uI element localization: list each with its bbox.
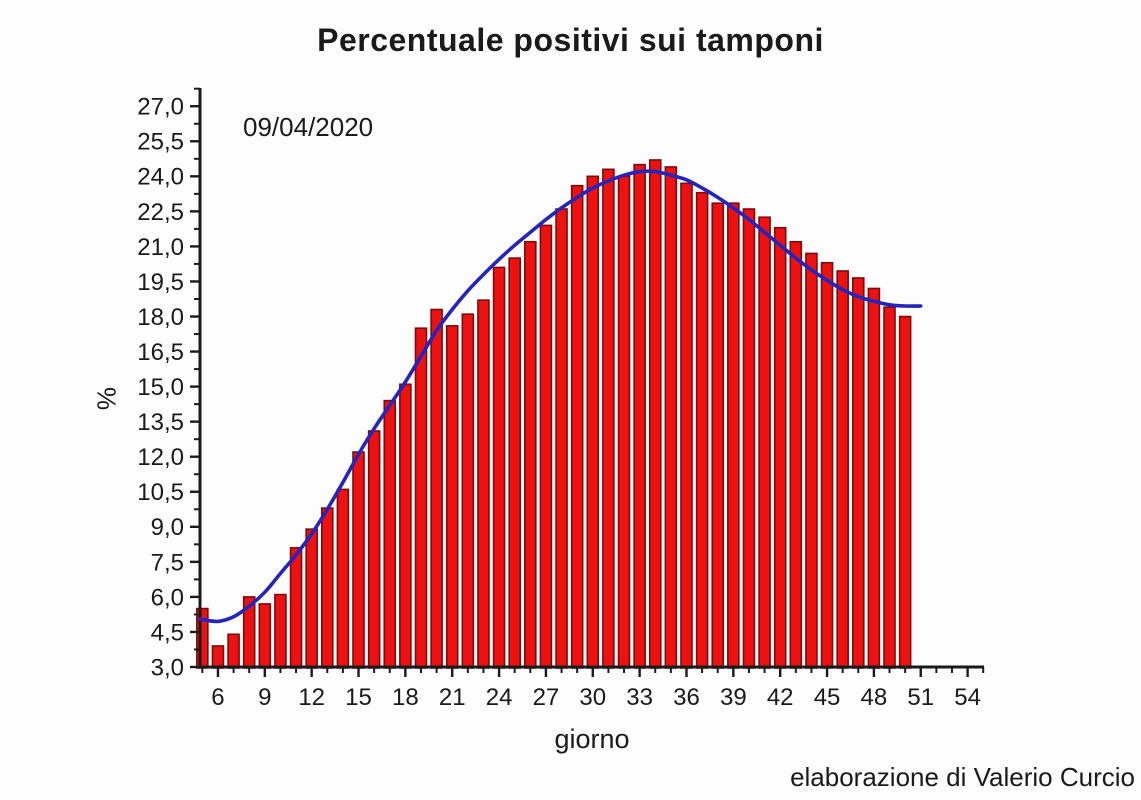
x-tick-label: 21 — [439, 684, 466, 711]
bar-day-49 — [883, 306, 896, 669]
bar-day-7 — [227, 633, 240, 669]
bar-day-41 — [758, 216, 771, 669]
bar-day-9 — [258, 603, 272, 669]
x-tick-label: 51 — [907, 684, 934, 711]
x-tick-label: 12 — [298, 684, 325, 711]
bar-day-16 — [367, 430, 381, 669]
bar-day-32 — [617, 175, 631, 669]
bar-day-45 — [820, 261, 834, 669]
y-tick-label: 16,5 — [137, 339, 184, 366]
x-tick-label: 45 — [814, 684, 841, 711]
y-tick-label: 6,0 — [151, 584, 184, 611]
chart-title: Percentuale positivi sui tamponi — [317, 22, 824, 58]
x-tick-label: 36 — [673, 684, 700, 711]
y-tick-label: 18,0 — [137, 304, 184, 331]
bar-day-30 — [586, 175, 600, 669]
y-tick-label: 25,5 — [137, 129, 184, 156]
bar-day-33 — [633, 163, 646, 669]
x-tick-label: 9 — [258, 684, 271, 711]
bar-day-40 — [742, 208, 756, 669]
date-annotation: 09/04/2020 — [243, 112, 374, 142]
bar-day-50 — [898, 315, 912, 669]
bar-day-20 — [430, 308, 443, 669]
bar-day-6 — [211, 645, 225, 669]
bar-day-24 — [492, 266, 506, 669]
x-tick-label: 54 — [954, 684, 981, 711]
bar-day-46 — [836, 270, 849, 669]
x-tick-label: 15 — [345, 684, 372, 711]
y-tick-label: 22,5 — [137, 199, 184, 226]
bar-day-13 — [320, 507, 334, 669]
y-tick-label: 27,0 — [137, 94, 184, 121]
bar-day-43 — [789, 240, 803, 669]
bar-day-44 — [805, 252, 818, 669]
y-tick-label: 7,5 — [151, 549, 184, 576]
y-tick-label: 12,0 — [137, 444, 184, 471]
x-tick-label: 33 — [626, 684, 653, 711]
bar-day-10 — [274, 593, 287, 669]
bar-day-42 — [773, 226, 787, 669]
y-tick-label: 21,0 — [137, 234, 184, 261]
bar-day-25 — [508, 257, 521, 669]
bar-day-29 — [570, 184, 584, 669]
bar-day-28 — [555, 208, 568, 669]
bar-day-14 — [336, 488, 350, 669]
bar-day-17 — [383, 399, 397, 669]
y-tick-label: 4,5 — [151, 619, 184, 646]
x-tick-label: 27 — [533, 684, 560, 711]
x-tick-label: 30 — [579, 684, 606, 711]
bar-day-36 — [680, 182, 693, 669]
bar-day-15 — [352, 451, 365, 669]
bar-day-11 — [289, 547, 303, 669]
bar-day-27 — [539, 224, 553, 669]
y-tick-label: 10,5 — [137, 479, 184, 506]
bar-day-37 — [695, 191, 709, 669]
bar-day-34 — [648, 159, 662, 669]
y-tick-label: 3,0 — [151, 654, 184, 681]
fit-curve — [198, 169, 923, 624]
bar-day-31 — [602, 168, 615, 669]
bar-day-23 — [477, 299, 490, 669]
x-axis: 6 9 12 15 18 21 24 27 30 33 36 39 42 45 48 51 54 — [198, 665, 985, 711]
y-tick-label: 19,5 — [137, 269, 184, 296]
y-axis: 3,0 4,5 6,0 7,5 9,0 10,5 12,0 13,5 15,0 16,5 18,0 1… — [137, 87, 202, 681]
bar-day-26 — [524, 240, 537, 669]
bar-day-35 — [664, 166, 678, 669]
x-tick-label: 42 — [767, 684, 794, 711]
x-tick-label: 24 — [486, 684, 513, 711]
y-tick-label: 24,0 — [137, 164, 184, 191]
bar-day-22 — [461, 313, 475, 669]
y-tick-label: 15,0 — [137, 374, 184, 401]
bar-day-19 — [414, 327, 428, 669]
bar-day-5 — [196, 607, 209, 669]
x-tick-label: 48 — [861, 684, 888, 711]
bar-day-12 — [305, 528, 318, 669]
bar-day-18 — [399, 383, 412, 669]
bar-day-39 — [727, 202, 740, 669]
y-tick-label: 9,0 — [151, 514, 184, 541]
x-tick-label: 6 — [211, 684, 224, 711]
y-tick-label: 13,5 — [137, 409, 184, 436]
bar-day-47 — [851, 277, 865, 669]
x-axis-label: giorno — [554, 724, 630, 754]
bar-day-21 — [445, 325, 459, 669]
x-tick-label: 39 — [720, 684, 747, 711]
x-tick-label: 18 — [392, 684, 419, 711]
credit-text: elaborazione di Valerio Curcio — [790, 762, 1135, 792]
bar-day-48 — [867, 287, 881, 669]
bars-series — [196, 159, 912, 669]
bar-day-38 — [711, 202, 725, 669]
